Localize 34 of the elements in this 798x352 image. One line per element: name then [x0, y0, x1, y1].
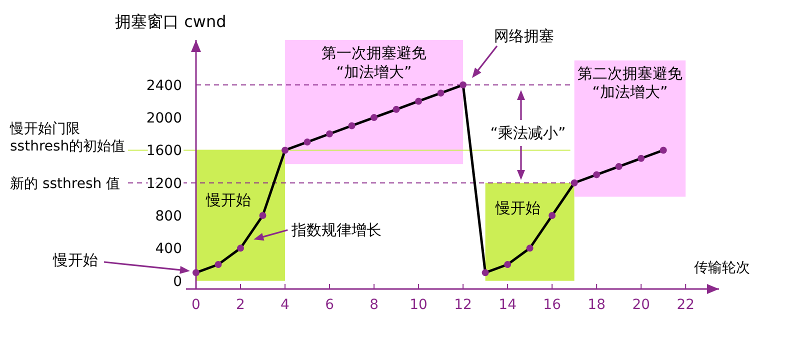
- y-tick-label: 800: [155, 208, 182, 225]
- x-tick-label: 4: [280, 297, 290, 313]
- x-tick-label: 10: [410, 297, 428, 313]
- x-tick-label: 22: [676, 297, 695, 313]
- y-tick-label: 2400: [146, 78, 182, 94]
- band-label: 慢开始: [205, 191, 251, 210]
- y-tick-label: 2000: [146, 110, 182, 127]
- x-tick-label: 14: [498, 297, 517, 313]
- x-tick-label: 6: [325, 297, 334, 313]
- annotation: “乘法减小”: [490, 124, 566, 142]
- band-label: 第一次拥塞避免 “加法增大”: [322, 44, 427, 81]
- band: 慢开始: [196, 150, 286, 281]
- ref-line-label: 新的 ssthresh 值: [10, 176, 120, 192]
- y-tick-label: 1200: [146, 176, 182, 192]
- x-tick-label: 8: [370, 297, 379, 313]
- band: 第一次拥塞避免 “加法增大”: [285, 40, 464, 164]
- x-tick-label: 18: [588, 297, 606, 313]
- annotation: 指数规律增长: [290, 221, 382, 240]
- annotation: 网络拥塞: [494, 27, 554, 45]
- x-tick-label: 12: [454, 297, 472, 313]
- band: 慢开始: [485, 182, 574, 281]
- x-tick-label: 0: [192, 297, 200, 313]
- x-axis-title: 传输轮次: [694, 260, 750, 276]
- y-axis-title: 拥塞窗口 cwnd: [115, 12, 226, 31]
- x-tick-label: 20: [632, 297, 650, 313]
- y-tick-label: 400: [155, 241, 182, 258]
- ref-line-label: 慢开始门限 ssthresh的初始值: [9, 121, 126, 155]
- band-label: 慢开始: [494, 198, 540, 217]
- band-label: 第二次拥塞避免 “加法增大”: [577, 64, 682, 102]
- x-tick-label: 16: [543, 297, 562, 313]
- text: 慢开始: [52, 251, 98, 269]
- x-tick-label: 2: [236, 297, 245, 313]
- y-tick-label: 0: [173, 274, 182, 290]
- band: 第二次拥塞避免 “加法增大”: [574, 60, 686, 197]
